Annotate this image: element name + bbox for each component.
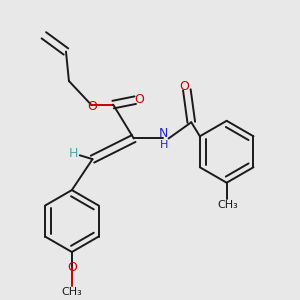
Text: O: O — [134, 93, 144, 106]
Text: H: H — [69, 147, 78, 160]
Text: H: H — [159, 140, 168, 150]
Text: O: O — [87, 100, 97, 112]
Text: O: O — [179, 80, 189, 93]
Text: CH₃: CH₃ — [218, 200, 238, 210]
Text: O: O — [68, 261, 77, 274]
Text: CH₃: CH₃ — [61, 286, 82, 296]
Text: N: N — [159, 127, 168, 140]
